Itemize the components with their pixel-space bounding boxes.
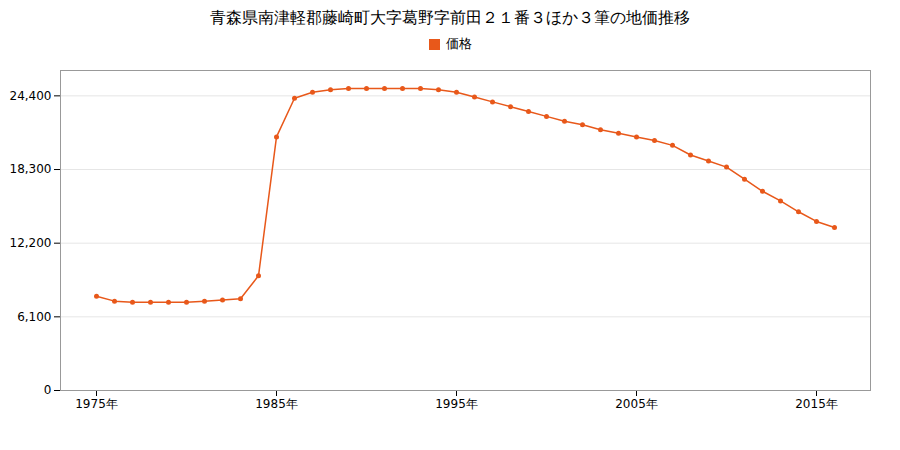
svg-text:12,200: 12,200 <box>10 236 52 250</box>
html-text:価格: 価格 <box>445 36 472 51</box>
svg-text:18,300: 18,300 <box>10 162 52 176</box>
svg-text:1995年: 1995年 <box>435 397 478 411</box>
svg-text:0: 0 <box>44 383 52 397</box>
svg-text:24,400: 24,400 <box>10 89 52 103</box>
html-text:青森県南津軽郡藤崎町大字葛野字前田２１番３ほか３筆の地価推移: 青森県南津軽郡藤崎町大字葛野字前田２１番３ほか３筆の地価推移 <box>210 8 690 27</box>
svg-text:1975年: 1975年 <box>75 397 118 411</box>
svg-text:1985年: 1985年 <box>255 397 298 411</box>
svg-text:2015年: 2015年 <box>795 397 838 411</box>
svg-text:6,100: 6,100 <box>17 310 51 324</box>
svg-text:2005年: 2005年 <box>615 397 658 411</box>
